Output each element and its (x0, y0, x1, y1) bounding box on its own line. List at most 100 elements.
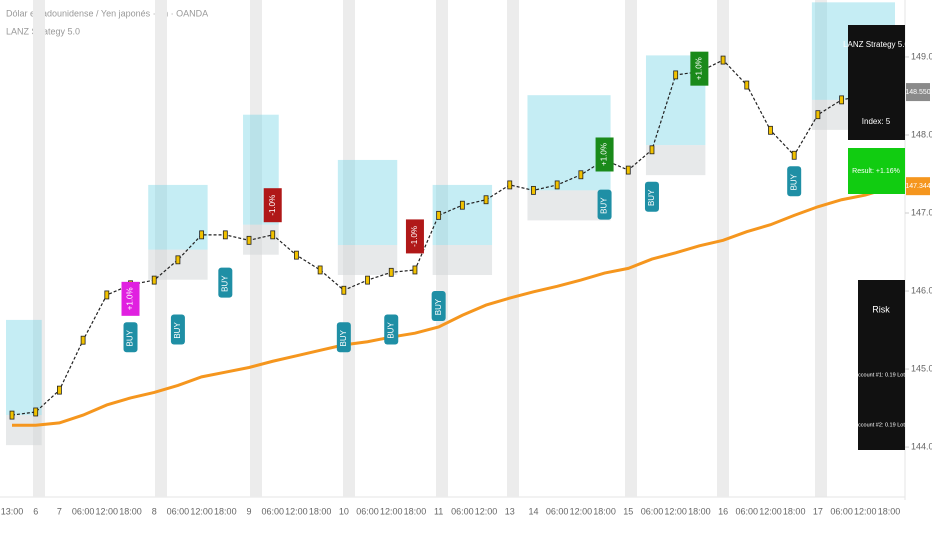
x-tick-label: 06:00 (167, 506, 190, 516)
x-tick-label: 06:00 (261, 506, 284, 516)
x-tick-label: 18:00 (404, 506, 427, 516)
target-zone (432, 184, 493, 245)
x-tick-label: 17 (813, 506, 823, 516)
price-point (815, 110, 821, 120)
price-point (744, 80, 750, 90)
buy-signal (336, 322, 351, 353)
buy-label: BUY (339, 329, 348, 346)
x-tick-label: 06:00 (72, 506, 95, 516)
risk-account1: Account #1: 0.19 Lots (854, 372, 907, 378)
buy-label: BUY (600, 197, 609, 214)
risk-panel (858, 280, 905, 450)
x-tick-label: 12:00 (664, 506, 687, 516)
x-tick-label: 06:00 (356, 506, 379, 516)
buy-label: BUY (434, 298, 443, 315)
session-band (155, 0, 167, 497)
result-label: -1.0% (268, 195, 277, 216)
stop-zone (148, 249, 208, 280)
price-tag-label: 148.550 (905, 89, 930, 96)
buy-label: BUY (386, 322, 395, 339)
price-point (625, 165, 631, 175)
price-point (673, 70, 679, 80)
stop-zone (337, 245, 398, 275)
price-point (104, 290, 110, 300)
x-tick-label: 06:00 (830, 506, 853, 516)
buy-signal (218, 267, 233, 298)
result-box (690, 51, 709, 86)
result-panel (848, 148, 905, 194)
x-tick-label: 14 (528, 506, 538, 516)
x-tick-label: 12:00 (759, 506, 782, 516)
session-band (33, 0, 45, 497)
price-point (222, 230, 228, 240)
price-point (9, 410, 15, 420)
result-label: +1.0% (126, 287, 135, 310)
x-tick-label: 13:00 (1, 506, 24, 516)
stop-zone (6, 415, 42, 446)
buy-label: BUY (789, 173, 798, 190)
panel-index: Index: 5 (862, 117, 891, 126)
result-label: -1.0% (410, 226, 419, 247)
price-point (554, 180, 560, 190)
price-point (507, 180, 513, 190)
x-tick-label: 18:00 (119, 506, 142, 516)
price-line (11, 59, 889, 416)
x-tick-label: 12:00 (380, 506, 403, 516)
x-tick-label: 13 (505, 506, 515, 516)
x-tick-label: 18:00 (783, 506, 806, 516)
panel-box (848, 25, 905, 140)
x-tick-label: 12:00 (854, 506, 877, 516)
price-point (839, 95, 844, 105)
x-tick-label: 12:00 (96, 506, 119, 516)
target-zone (148, 184, 208, 250)
x-tick-label: 12:00 (190, 506, 213, 516)
price-point (459, 200, 465, 210)
buy-signal (644, 181, 659, 212)
x-tick-label: 18:00 (688, 506, 711, 516)
ema-line (12, 186, 890, 427)
buy-signal (787, 166, 802, 197)
price-point (80, 335, 86, 345)
x-tick-label: 18:00 (878, 506, 901, 516)
price-point (33, 407, 39, 417)
price-point (365, 275, 370, 285)
price-point (412, 265, 418, 275)
stop-zone (432, 245, 493, 275)
price-point (578, 170, 584, 180)
price-point (270, 230, 276, 240)
x-tick-label: 18:00 (214, 506, 237, 516)
risk-title: Risk (872, 304, 890, 314)
session-band (507, 0, 519, 497)
price-point (341, 285, 347, 295)
buy-label: BUY (220, 275, 229, 292)
x-tick-label: 16 (718, 506, 728, 516)
price-point (720, 55, 726, 65)
x-tick-label: 12:00 (475, 506, 498, 516)
price-point (294, 250, 299, 260)
price-point (175, 255, 181, 265)
panel-result: Result: +1.16% (852, 168, 900, 175)
x-tick-label: 18:00 (309, 506, 332, 516)
price-tag (906, 83, 930, 102)
buy-signal (597, 189, 612, 220)
y-tick-label: 148.000 (911, 129, 932, 139)
buy-signal (170, 314, 185, 345)
price-point (317, 265, 323, 275)
price-point (483, 195, 489, 205)
x-tick-label: 9 (247, 506, 252, 516)
x-tick-label: 06:00 (546, 506, 569, 516)
buy-label: BUY (126, 329, 135, 346)
price-point (768, 125, 773, 135)
target-zone (337, 159, 398, 245)
price-point (531, 185, 536, 195)
x-tick-label: 11 (434, 506, 443, 516)
x-tick-label: 06:00 (736, 506, 759, 516)
result-label: +1.0% (600, 143, 609, 166)
result-label: +1.0% (694, 57, 703, 80)
price-point (436, 210, 442, 220)
risk-account2: Account #2: 0.19 Lots (854, 422, 907, 428)
stop-zone (527, 190, 611, 221)
result-box (263, 188, 282, 223)
session-band (717, 0, 729, 497)
